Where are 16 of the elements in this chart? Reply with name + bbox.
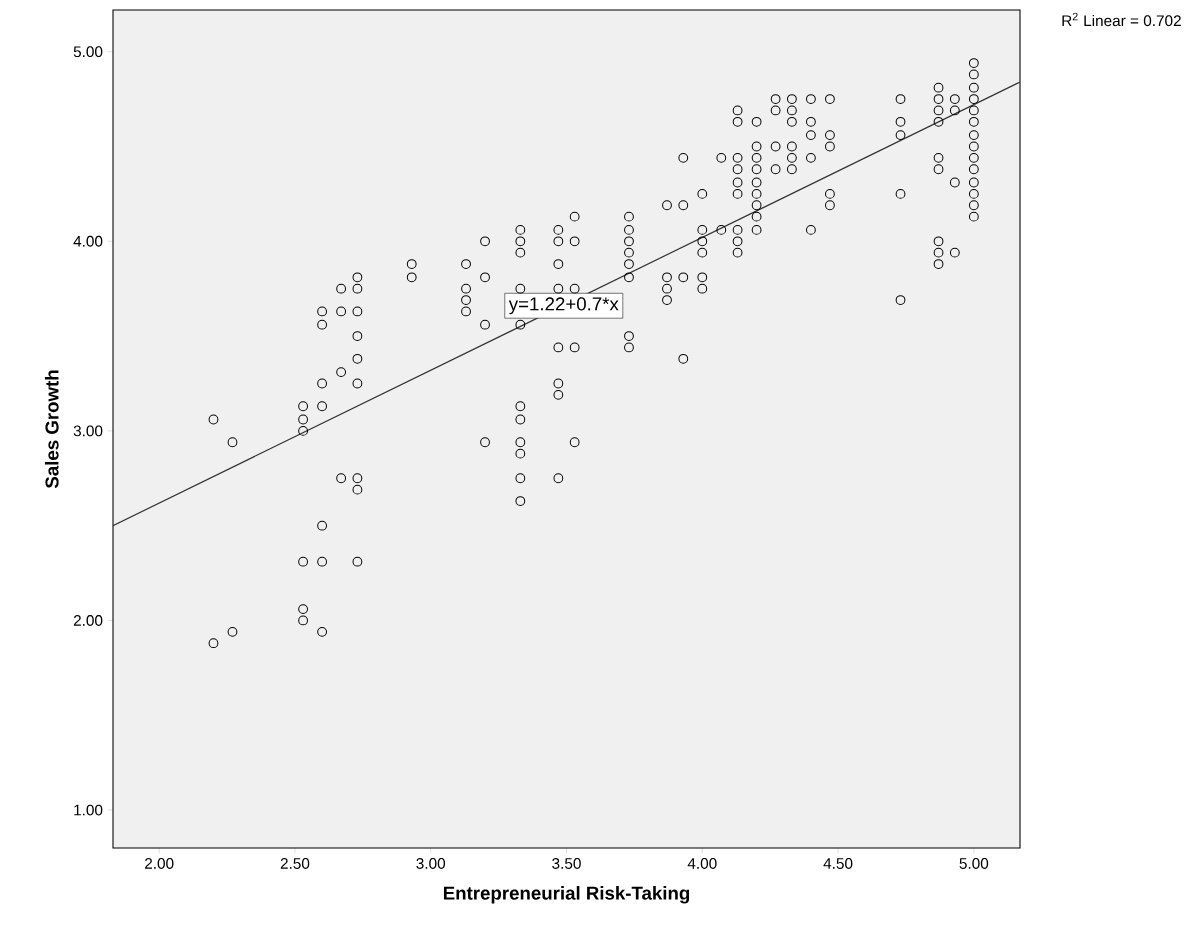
y-tick-label: 3.00: [73, 425, 103, 437]
x-tick-label: 5.00: [959, 858, 989, 869]
x-tick-label: 2.00: [145, 858, 174, 869]
y-tick-label: 1.00: [74, 804, 103, 816]
x-tick-label: 2.50: [280, 858, 310, 869]
text: R$^{2}$ Linear = 0.702: [1062, 12, 1181, 27]
x-axis-title: Entrepreneurial Risk-Taking: [443, 886, 690, 904]
x-tick-label: 4.50: [823, 858, 853, 869]
x-tick-label: 3.50: [552, 858, 581, 869]
y-tick-label: 4.00: [73, 235, 103, 247]
x-tick-label: 3.00: [416, 858, 446, 869]
x-tick-label: 4.00: [687, 858, 717, 869]
y-tick-label: 5.00: [73, 46, 103, 58]
annotation: y=1.22+0.7*x: [508, 297, 619, 315]
y-tick-label: 2.00: [73, 615, 103, 626]
y-axis-title: Sales Growth: [44, 370, 59, 489]
